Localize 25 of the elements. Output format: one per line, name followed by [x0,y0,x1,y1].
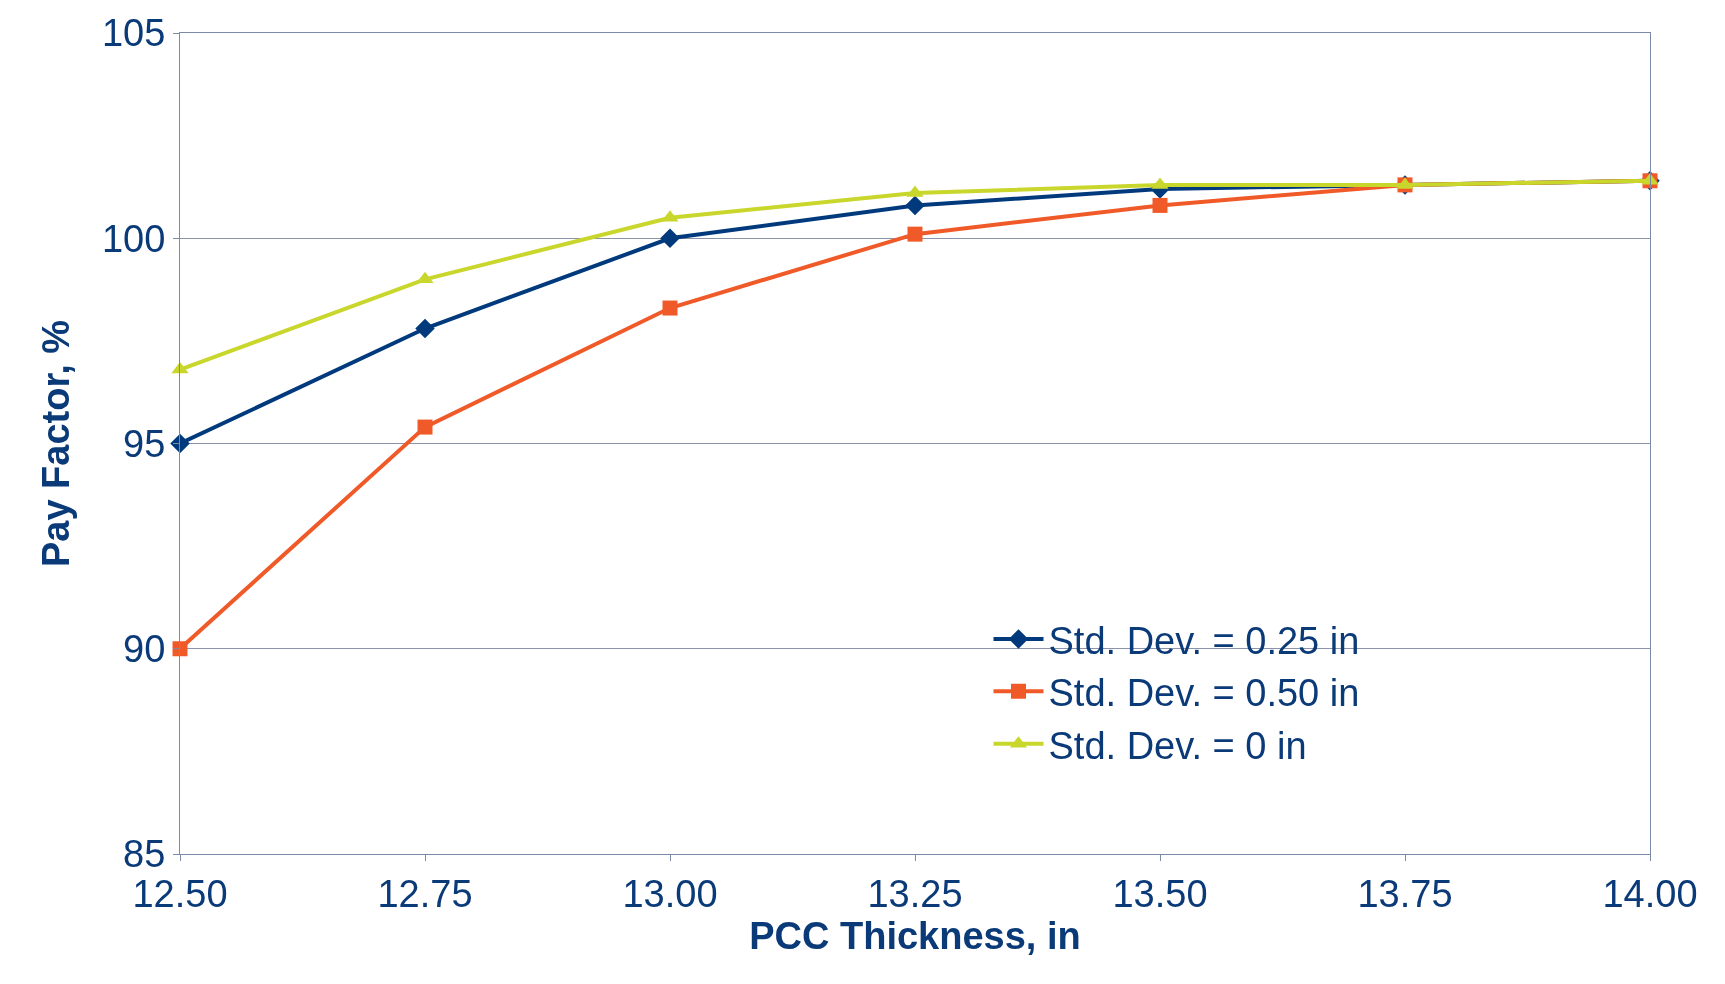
y-axis-title: Pay Factor, % [35,319,78,568]
y-tick-label: 90 [123,628,166,671]
point [662,300,678,316]
point [660,228,680,248]
x-tick-label: 13.75 [1357,872,1453,915]
x-axis-title: PCC Thickness, in [749,914,1081,957]
x-tick-label: 13.25 [867,872,963,915]
x-tick-label: 14.00 [1602,872,1698,915]
x-tick-label: 13.00 [622,872,718,915]
x-tick-label: 13.50 [1112,872,1208,915]
point [172,641,188,657]
y-tick-label: 95 [123,422,166,465]
point [905,195,925,216]
point [416,271,434,284]
point [907,226,923,242]
x-tick-label: 12.75 [377,872,473,915]
legend-label: Std. Dev. = 0.25 in [1048,619,1360,662]
point [1152,197,1168,213]
y-tick-label: 100 [101,217,166,260]
legend-label: Std. Dev. = 0.50 in [1048,672,1360,715]
legend-label: Std. Dev. = 0 in [1048,724,1307,767]
y-tick-label: 105 [101,12,166,55]
point [170,433,190,454]
point [417,419,433,435]
point [415,318,435,339]
